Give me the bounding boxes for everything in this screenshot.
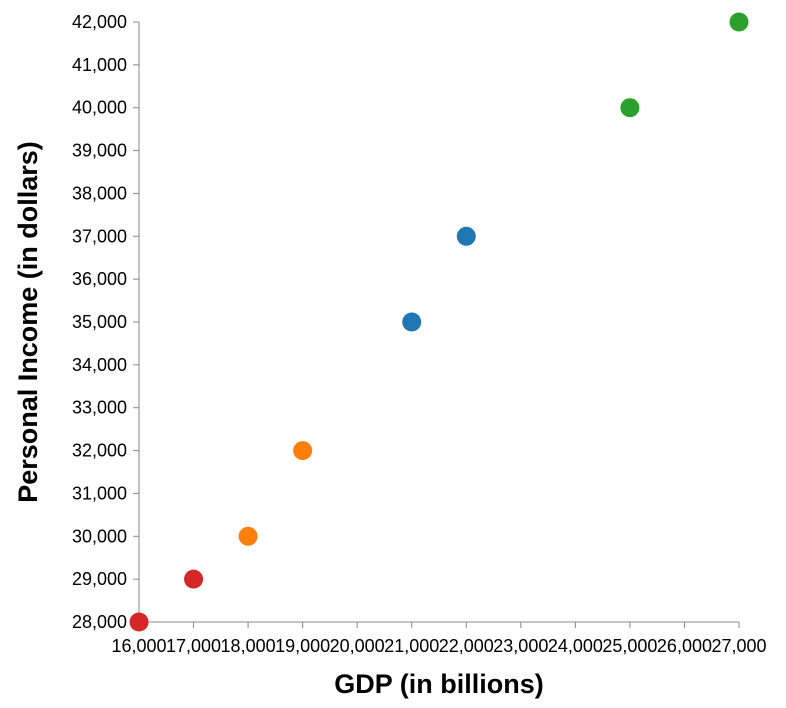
data-point [129,612,149,632]
x-tick-label: 18,000 [221,636,276,656]
y-tick-label: 35,000 [72,312,127,332]
x-tick-label: 24,000 [548,636,603,656]
data-point [402,312,422,332]
data-point [293,441,313,461]
x-tick-label: 20,000 [330,636,385,656]
data-point [184,569,204,589]
y-tick-label: 32,000 [72,441,127,461]
y-tick-label: 42,000 [72,12,127,32]
y-tick-label: 33,000 [72,398,127,418]
y-tick-label: 37,000 [72,226,127,246]
y-tick-label: 30,000 [72,526,127,546]
y-tick-label: 40,000 [72,98,127,118]
x-axis: 16,000 17,000 18,000 19,000 20,000 21,000 22,0… [111,621,767,656]
x-tick-label: 25,000 [602,636,657,656]
data-point [238,526,258,546]
y-tick-label: 31,000 [72,483,127,503]
x-tick-label: 16,000 [111,636,166,656]
x-tick-label: 19,000 [275,636,330,656]
data-points [129,12,749,632]
data-point [620,98,640,118]
x-tick-label: 17,000 [166,636,221,656]
x-tick-label: 23,000 [493,636,548,656]
x-axis-title: GDP (in billions) [334,669,544,699]
y-tick-label: 34,000 [72,355,127,375]
x-tick-label: 21,000 [384,636,439,656]
y-tick-label: 41,000 [72,55,127,75]
data-point [729,12,749,32]
y-axis-title: Personal Income (in dollars) [13,141,43,503]
x-tick-label: 22,000 [439,636,494,656]
x-tick-label: 27,000 [711,636,766,656]
x-tick-label: 26,000 [657,636,712,656]
y-tick-label: 36,000 [72,269,127,289]
data-point [456,226,476,246]
y-axis: 28,000 29,000 30,000 31,000 32,000 33,000 34,0… [72,12,140,632]
y-tick-label: 38,000 [72,183,127,203]
y-tick-label: 28,000 [72,612,127,632]
y-tick-label: 29,000 [72,569,127,589]
y-tick-label: 39,000 [72,141,127,161]
